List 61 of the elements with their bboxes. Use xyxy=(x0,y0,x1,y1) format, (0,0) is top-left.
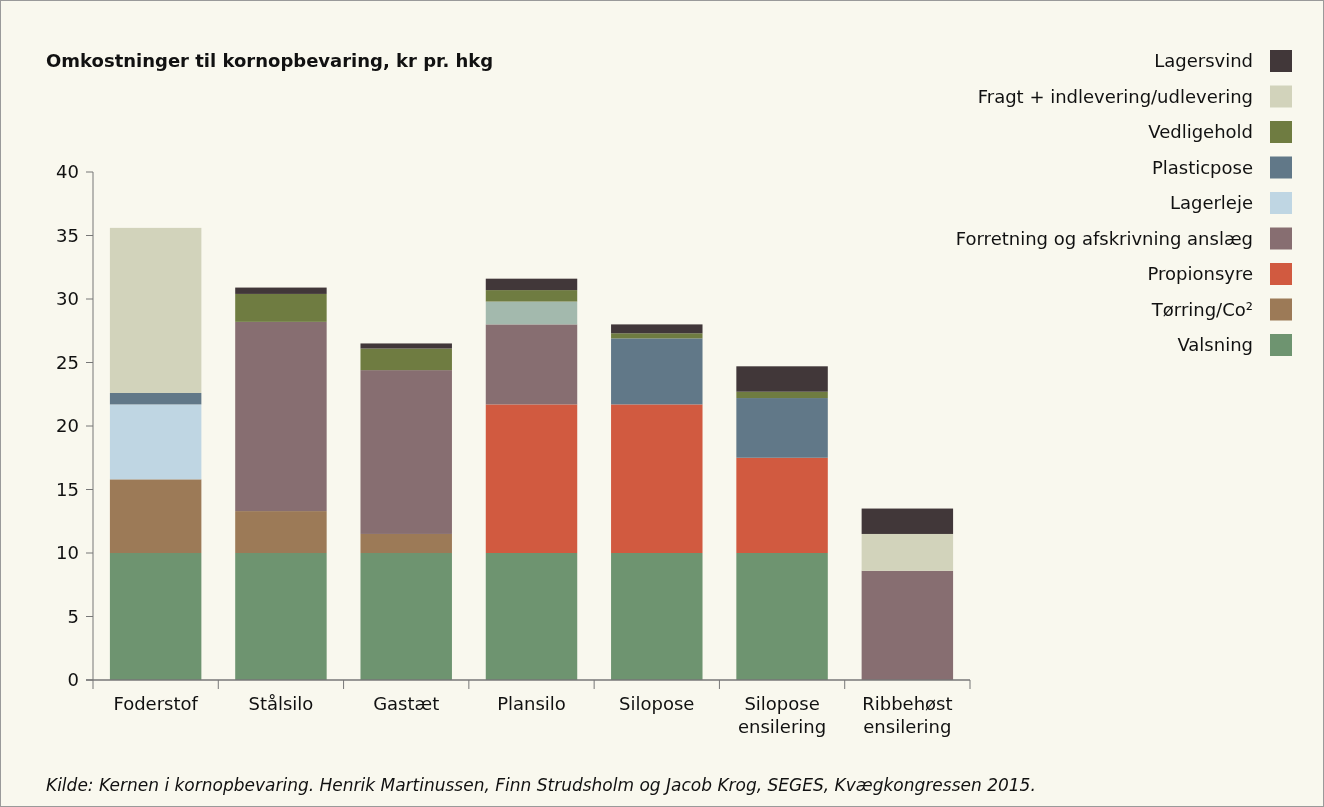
bar xyxy=(109,404,202,480)
bar xyxy=(485,553,578,680)
x-tick-label: Stålsilo xyxy=(248,693,314,714)
legend-label: Fragt + indlevering/udlevering xyxy=(977,85,1253,107)
legend-label: Forretning og afskrivning anslæg xyxy=(955,227,1253,249)
bar xyxy=(235,287,327,294)
legend-label: Valsning xyxy=(1177,334,1253,356)
bar xyxy=(360,553,452,680)
bar xyxy=(611,338,703,405)
legend-label: Plasticpose xyxy=(1151,156,1253,178)
y-tick-label: 10 xyxy=(56,542,79,564)
bar xyxy=(235,511,327,553)
chart-title: Omkostninger til kornopbevaring, kr pr. hkg xyxy=(46,50,494,71)
y-tick-label: 20 xyxy=(56,415,79,437)
bar xyxy=(611,404,703,553)
bar xyxy=(109,553,202,680)
bar xyxy=(861,533,954,571)
bar xyxy=(861,570,954,680)
bar xyxy=(611,553,703,680)
bar xyxy=(611,324,703,334)
bar xyxy=(485,290,578,302)
bar xyxy=(861,508,954,534)
bar xyxy=(109,392,202,405)
y-tick-label: 30 xyxy=(56,288,79,310)
legend-label: Lagersvind xyxy=(1154,50,1253,72)
legend-label: Vedligehold xyxy=(1148,121,1253,143)
x-tick-label: Gastæt xyxy=(373,693,440,714)
legend-label: Lagerleje xyxy=(1169,192,1253,214)
bar xyxy=(611,333,703,339)
bar xyxy=(235,293,327,322)
bar xyxy=(109,479,202,553)
bar xyxy=(360,343,452,349)
bar xyxy=(736,391,828,399)
bar xyxy=(485,301,578,325)
y-tick-label: 5 xyxy=(67,605,79,627)
legend-label: Propionsyre xyxy=(1147,263,1253,285)
x-tick-label: Foderstof xyxy=(113,693,199,714)
bar xyxy=(736,457,828,553)
x-tick-label: Plansilo xyxy=(497,693,566,714)
x-tick-label: Silopose ensilering xyxy=(737,693,827,737)
bar xyxy=(736,553,828,680)
x-tick-label: Ribbehøst ensilering xyxy=(862,693,953,737)
bar xyxy=(109,227,202,393)
x-tick-label: Silopose xyxy=(619,693,695,714)
bar xyxy=(485,404,578,553)
bar xyxy=(360,348,452,371)
bar xyxy=(736,366,828,392)
bar xyxy=(485,324,578,405)
legend-label: Tørring/Co² xyxy=(1150,298,1253,320)
text: Kilde: Kernen i kornopbevaring. Henrik Martinussen, Finn Strudsholm og Jacob Krog, SEGES, Kvægkongressen 2015. xyxy=(46,775,1036,795)
bar xyxy=(360,533,452,553)
bar xyxy=(360,370,452,534)
y-tick-label: 15 xyxy=(56,478,79,500)
y-tick-label: 35 xyxy=(56,224,79,246)
bar xyxy=(235,553,327,680)
bar xyxy=(736,398,828,458)
bar xyxy=(235,321,327,512)
y-tick-label: 25 xyxy=(56,351,79,373)
y-tick-label: 0 xyxy=(67,669,79,691)
y-tick-label: 40 xyxy=(56,161,79,183)
bar xyxy=(485,278,578,291)
